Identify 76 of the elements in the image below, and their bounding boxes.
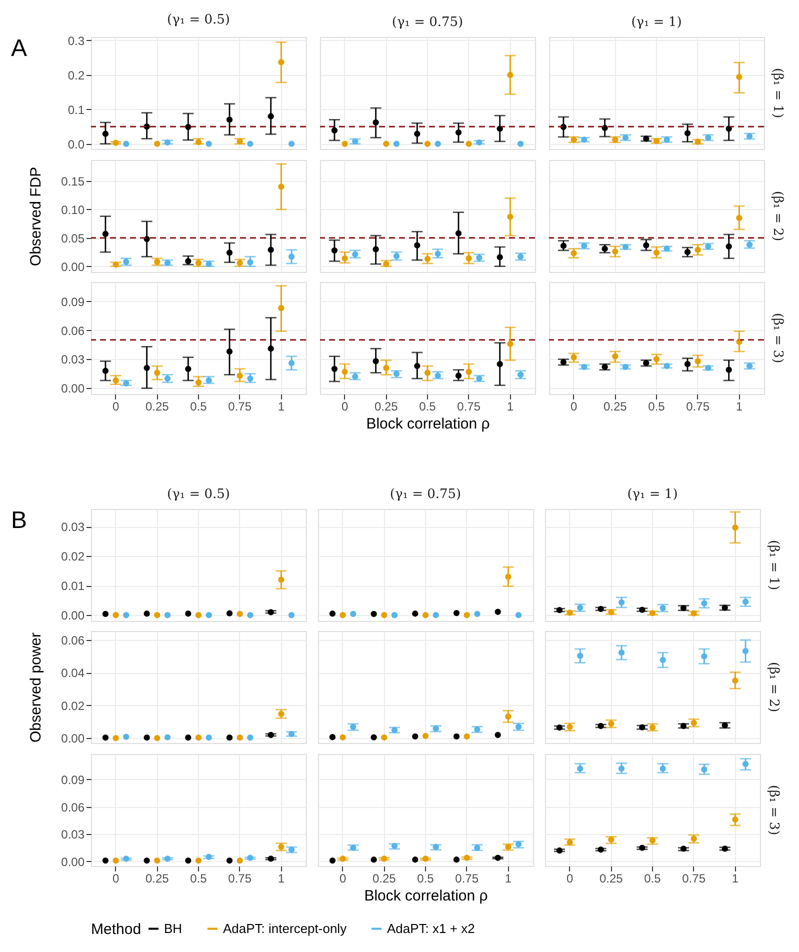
y-tick-label: 0.01 (61, 579, 85, 594)
x-tick-label: 0.25 (145, 872, 170, 886)
text: A (11, 35, 28, 62)
x-axis-title: Block correlation ρ (366, 416, 490, 432)
chart-title: (γ₁ = 0.75) (390, 487, 462, 502)
x-tick-label: 0.25 (145, 400, 170, 414)
y-tick-label: 0.00 (61, 608, 85, 623)
y-tick-label: 0.03 (61, 352, 85, 367)
y-tick-label: 0.2 (68, 68, 85, 82)
y-tick-label: 0.06 (61, 324, 85, 338)
legend-title: Method (91, 921, 142, 938)
y-tick-label: 0.3 (68, 34, 85, 48)
y-axis-title: Observed FDP (28, 166, 44, 266)
x-tick-label: 0.75 (228, 872, 252, 886)
y-tick-label: 0.00 (61, 260, 85, 274)
x-tick-label: 1 (736, 400, 743, 414)
x-tick-label: 1 (504, 872, 512, 886)
legend-label: AdaPT: intercept-only (223, 920, 348, 936)
y-tick-label: 0.00 (61, 382, 85, 396)
y-tick-label: 0.06 (61, 633, 85, 648)
legend-label: BH (164, 920, 182, 936)
y-tick-label: 0.09 (61, 294, 85, 309)
x-tick-label: 0 (570, 400, 578, 414)
y-tick-label: 0.1 (68, 102, 85, 117)
y-tick-label: 0.03 (61, 520, 85, 534)
y-tick-label: 0.05 (61, 231, 85, 246)
text: (β₁ = 2) (766, 662, 781, 712)
x-tick-label: 0.75 (228, 400, 252, 414)
text: (β₁ = 2) (770, 190, 785, 242)
x-tick-label: 0.5 (190, 872, 208, 886)
x-tick-label: 0.5 (644, 872, 662, 886)
chart-title: (γ₁ = 0.75) (392, 15, 464, 30)
x-tick-label: 1 (732, 872, 739, 886)
legend-label: AdaPT: x1 + x2 (387, 920, 475, 936)
x-tick-label: 1 (278, 400, 285, 414)
x-tick-label: 0.5 (190, 400, 208, 414)
text: (β₁ = 1) (770, 68, 785, 118)
y-tick-label: 0.02 (61, 698, 85, 713)
x-tick-label: 0.75 (686, 400, 710, 414)
x-tick-label: 0.25 (372, 872, 396, 886)
y-tick-label: 0.02 (61, 550, 85, 564)
x-tick-label: 0.5 (648, 400, 666, 414)
x-tick-label: 0.5 (419, 400, 436, 414)
x-tick-label: 0 (339, 872, 346, 886)
x-tick-label: 0.25 (374, 400, 398, 414)
y-tick-label: 0.09 (61, 772, 85, 787)
y-tick-label: 0.03 (61, 828, 85, 842)
text: (β₁ = 1) (766, 540, 781, 590)
y-tick-label: 0.04 (61, 666, 85, 680)
chart-title: (γ₁ = 1) (627, 487, 678, 502)
text: (β₁ = 3) (766, 784, 781, 836)
y-axis-title: Observed power (28, 632, 44, 743)
text: (β₁ = 3) (770, 312, 785, 364)
chart-title: (γ₁ = 0.5) (167, 12, 230, 28)
y-tick-label: 0.00 (61, 854, 85, 869)
x-tick-label: 0.25 (603, 400, 628, 414)
x-tick-label: 1 (506, 400, 514, 414)
y-tick-label: 0.00 (61, 732, 85, 746)
x-tick-label: 0.75 (455, 872, 479, 886)
x-tick-label: 1 (278, 872, 285, 886)
x-tick-label: 0 (341, 400, 348, 414)
chart-title: (γ₁ = 1) (631, 15, 682, 30)
text: B (11, 507, 28, 534)
y-tick-label: 0.15 (61, 174, 85, 189)
x-tick-label: 0.75 (682, 872, 706, 886)
x-tick-label: 0.25 (599, 872, 624, 886)
x-tick-label: 0 (112, 872, 120, 886)
x-axis-title: Block correlation ρ (364, 888, 488, 904)
x-tick-label: 0 (112, 400, 120, 414)
chart-title: (γ₁ = 0.5) (167, 487, 230, 502)
y-tick-label: 0.0 (68, 137, 85, 152)
x-tick-label: 0.5 (417, 872, 434, 886)
x-tick-label: 0.75 (457, 400, 481, 414)
y-tick-label: 0.06 (61, 800, 85, 814)
y-tick-label: 0.10 (61, 202, 85, 217)
x-tick-label: 0 (566, 872, 574, 886)
